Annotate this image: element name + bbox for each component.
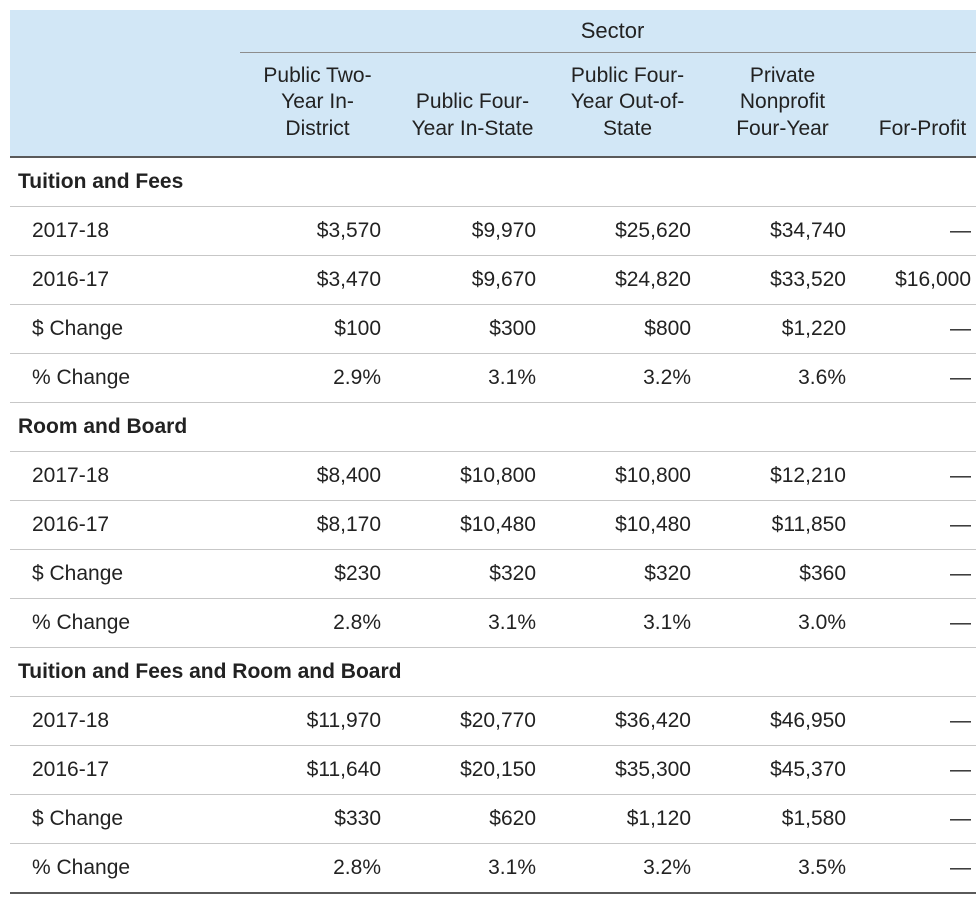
table-header: Sector Public Two-Year In-District Publi… (10, 10, 976, 157)
section-title: Room and Board (10, 402, 976, 451)
cell: — (860, 549, 976, 598)
cell: — (860, 451, 976, 500)
row-label: 2016-17 (10, 255, 240, 304)
cell: $24,820 (550, 255, 705, 304)
cell: 3.5% (705, 843, 860, 893)
row-label: 2017-18 (10, 451, 240, 500)
table-row: $ Change $100 $300 $800 $1,220 — (10, 304, 976, 353)
row-label: $ Change (10, 549, 240, 598)
cell: — (860, 745, 976, 794)
cell: $11,640 (240, 745, 395, 794)
row-label: $ Change (10, 304, 240, 353)
cell: 3.0% (705, 598, 860, 647)
col-public-2yr: Public Two-Year In-District (240, 53, 395, 157)
cell: $300 (395, 304, 550, 353)
cell: $20,770 (395, 696, 550, 745)
cell: $34,740 (705, 206, 860, 255)
cell: $9,970 (395, 206, 550, 255)
cost-by-sector-table: Sector Public Two-Year In-District Publi… (10, 10, 976, 894)
cell: 3.1% (395, 598, 550, 647)
cell: $8,400 (240, 451, 395, 500)
col-for-profit: For-Profit (860, 53, 976, 157)
cell: $10,480 (395, 500, 550, 549)
cell: $360 (705, 549, 860, 598)
table-row: 2016-17 $8,170 $10,480 $10,480 $11,850 — (10, 500, 976, 549)
cell: 2.9% (240, 353, 395, 402)
cell: — (860, 696, 976, 745)
row-label: % Change (10, 353, 240, 402)
cell: $46,950 (705, 696, 860, 745)
col-public-4yr-instate: Public Four-Year In-State (395, 53, 550, 157)
table-row: 2016-17 $3,470 $9,670 $24,820 $33,520 $1… (10, 255, 976, 304)
section-header: Tuition and Fees (10, 157, 976, 207)
cell: 3.2% (550, 353, 705, 402)
cell: $3,470 (240, 255, 395, 304)
section-header: Tuition and Fees and Room and Board (10, 647, 976, 696)
col-stub (10, 53, 240, 157)
cell: $3,570 (240, 206, 395, 255)
cell: $45,370 (705, 745, 860, 794)
cell: $10,800 (550, 451, 705, 500)
cell: $230 (240, 549, 395, 598)
cell: 3.2% (550, 843, 705, 893)
section-header: Room and Board (10, 402, 976, 451)
cell: $33,520 (705, 255, 860, 304)
table-row: % Change 2.8% 3.1% 3.1% 3.0% — (10, 598, 976, 647)
cell: — (860, 843, 976, 893)
section-title: Tuition and Fees and Room and Board (10, 647, 976, 696)
cell: $11,850 (705, 500, 860, 549)
cell: $16,000 (860, 255, 976, 304)
row-label: % Change (10, 843, 240, 893)
header-blank (10, 10, 240, 53)
cell: $12,210 (705, 451, 860, 500)
table-row: 2016-17 $11,640 $20,150 $35,300 $45,370 … (10, 745, 976, 794)
row-label: 2017-18 (10, 696, 240, 745)
cell: $8,170 (240, 500, 395, 549)
cell: $320 (550, 549, 705, 598)
cell: — (860, 598, 976, 647)
cell: — (860, 353, 976, 402)
cell: 2.8% (240, 843, 395, 893)
cell: $10,800 (395, 451, 550, 500)
col-public-4yr-outstate: Public Four-Year Out-of-State (550, 53, 705, 157)
table-row: 2017-18 $3,570 $9,970 $25,620 $34,740 — (10, 206, 976, 255)
cell: $1,220 (705, 304, 860, 353)
cell: $9,670 (395, 255, 550, 304)
section-title: Tuition and Fees (10, 157, 976, 207)
row-label: 2016-17 (10, 500, 240, 549)
table-row: 2017-18 $11,970 $20,770 $36,420 $46,950 … (10, 696, 976, 745)
cell: — (860, 206, 976, 255)
col-private-nonprofit-4yr: Private Nonprofit Four-Year (705, 53, 860, 157)
cell: 3.1% (550, 598, 705, 647)
cell: $800 (550, 304, 705, 353)
header-sector: Sector (240, 10, 976, 53)
cell: $100 (240, 304, 395, 353)
row-label: % Change (10, 598, 240, 647)
cell: $25,620 (550, 206, 705, 255)
cell: — (860, 500, 976, 549)
table-row: % Change 2.8% 3.1% 3.2% 3.5% — (10, 843, 976, 893)
cell: $320 (395, 549, 550, 598)
row-label: 2016-17 (10, 745, 240, 794)
table-body: Tuition and Fees 2017-18 $3,570 $9,970 $… (10, 157, 976, 893)
cell: $10,480 (550, 500, 705, 549)
cell: 3.6% (705, 353, 860, 402)
row-label: 2017-18 (10, 206, 240, 255)
cell: $20,150 (395, 745, 550, 794)
cell: 2.8% (240, 598, 395, 647)
table-row: $ Change $230 $320 $320 $360 — (10, 549, 976, 598)
cell: 3.1% (395, 843, 550, 893)
cell: $35,300 (550, 745, 705, 794)
cell: 3.1% (395, 353, 550, 402)
table-row: % Change 2.9% 3.1% 3.2% 3.6% — (10, 353, 976, 402)
cell: — (860, 304, 976, 353)
cell: $11,970 (240, 696, 395, 745)
cell: $36,420 (550, 696, 705, 745)
table-row: 2017-18 $8,400 $10,800 $10,800 $12,210 — (10, 451, 976, 500)
